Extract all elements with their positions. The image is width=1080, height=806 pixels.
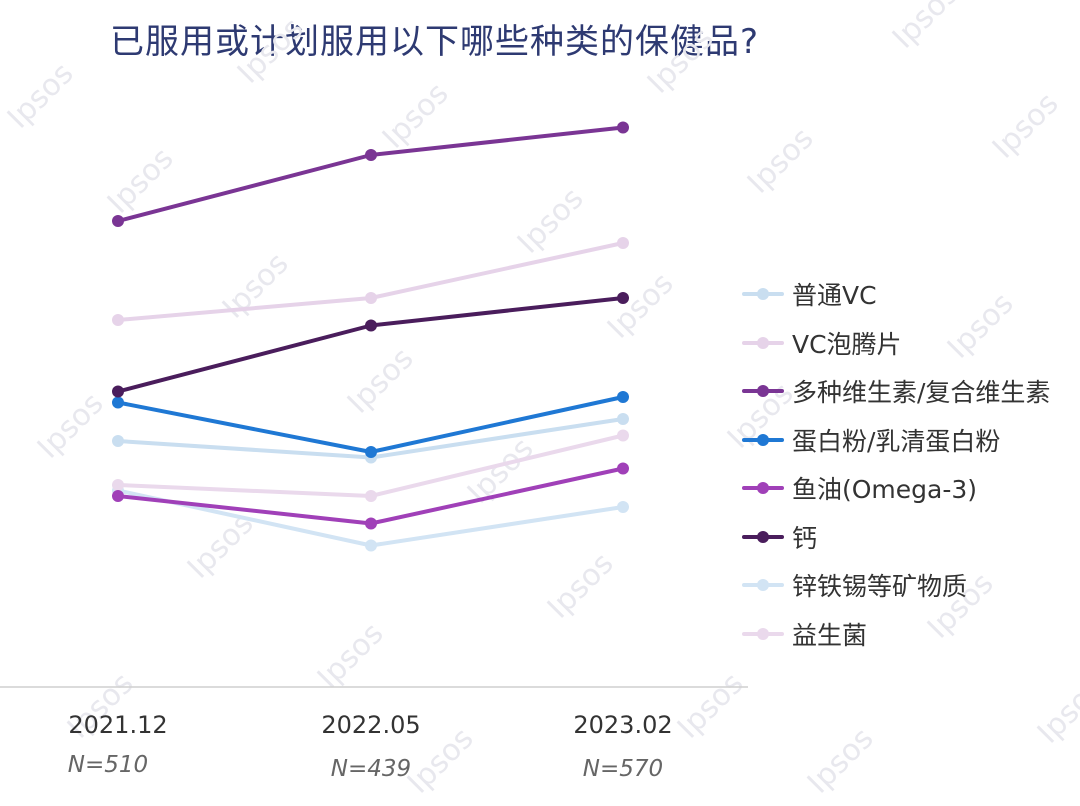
- data-point: [365, 149, 377, 161]
- legend-item: 鱼油(Omega-3): [742, 464, 1050, 513]
- data-point: [617, 292, 629, 304]
- data-point: [112, 396, 124, 409]
- legend-swatch: [742, 336, 784, 349]
- data-point: [365, 446, 377, 458]
- watermark-text: Ipsos: [376, 76, 456, 156]
- x-axis-labels: 2021.12 N=510 2022.05 N=439 2023.02 N=570: [68, 711, 673, 782]
- legend-swatch: [742, 579, 784, 592]
- watermark-text: Ipsos: [541, 546, 621, 626]
- series-3: [112, 391, 629, 458]
- series-4: [112, 462, 629, 530]
- legend-label: 钙: [792, 523, 818, 553]
- watermark-text: Ipsos: [986, 86, 1066, 166]
- data-point: [365, 490, 377, 502]
- legend-swatch: [742, 482, 784, 495]
- series-line: [116, 241, 625, 322]
- x-tick-label: 2022.05: [321, 711, 420, 739]
- legend-item: 普通VC: [742, 270, 1050, 319]
- legend-label: 益生菌: [792, 620, 868, 650]
- watermark-text: Ipsos: [671, 666, 751, 746]
- data-point: [365, 517, 377, 530]
- legend-label: 鱼油(Omega-3): [792, 475, 978, 505]
- watermark-text: Ipsos: [1031, 671, 1080, 751]
- data-point: [617, 429, 629, 442]
- series-5: [112, 292, 629, 398]
- data-point: [365, 319, 377, 332]
- data-point: [112, 490, 124, 502]
- series-7: [112, 429, 629, 502]
- chart-title: 已服用或计划服用以下哪些种类的保健品?: [110, 22, 760, 62]
- data-point: [112, 435, 124, 447]
- series-6: [112, 484, 629, 552]
- sample-size-label: N=510: [68, 752, 148, 778]
- legend-swatch: [742, 530, 784, 543]
- watermark-text: Ipsos: [741, 121, 821, 201]
- legend-swatch: [742, 385, 784, 398]
- data-point: [617, 413, 629, 425]
- legend-label: 蛋白粉/乳清蛋白粉: [792, 426, 1001, 456]
- x-tick-label: 2021.12: [68, 711, 167, 739]
- data-point: [617, 501, 629, 513]
- series-1: [112, 237, 629, 326]
- data-point: [112, 215, 124, 227]
- legend: 普通VC VC泡腾片多种维生素/复合维生素 蛋白粉/乳清蛋白粉 鱼油(Omega-3)…: [742, 270, 1050, 658]
- watermark-text: Ipsos: [511, 181, 591, 261]
- watermark-text: Ipsos: [216, 246, 296, 326]
- legend-item: VC泡腾片: [742, 319, 1050, 368]
- data-point: [112, 385, 124, 398]
- legend-swatch: [742, 627, 784, 640]
- data-point: [365, 292, 377, 304]
- watermark-text: Ipsos: [31, 386, 111, 466]
- data-point: [112, 314, 124, 326]
- data-point: [617, 391, 629, 403]
- legend-label: VC泡腾片: [792, 329, 902, 359]
- sample-size-label: N=570: [583, 756, 663, 782]
- x-tick-label: 2023.02: [573, 711, 672, 739]
- watermark-text: Ipsos: [601, 266, 681, 346]
- legend-item: 钙: [742, 513, 1050, 562]
- series-layer: [112, 121, 629, 552]
- legend-label: 普通VC: [792, 281, 877, 311]
- legend-swatch: [742, 433, 784, 446]
- watermark-text: Ipsos: [801, 721, 881, 801]
- data-point: [365, 539, 377, 552]
- watermark-text: Ipsos: [231, 11, 311, 91]
- data-point: [112, 479, 124, 491]
- data-point: [617, 121, 629, 134]
- legend-item: 蛋白粉/乳清蛋白粉: [742, 416, 1050, 465]
- legend-item: 益生菌: [742, 610, 1050, 659]
- watermark-text: Ipsos: [886, 0, 966, 56]
- watermark-text: Ipsos: [341, 341, 421, 421]
- series-2: [112, 121, 629, 227]
- legend-label: 多种维生素/复合维生素: [792, 378, 1051, 408]
- legend-label: 锌铁锡等矿物质: [792, 572, 968, 602]
- watermark-text: Ipsos: [641, 21, 721, 101]
- legend-item: 锌铁锡等矿物质: [742, 561, 1050, 610]
- sample-size-label: N=439: [331, 756, 411, 782]
- watermark-text: Ipsos: [311, 616, 391, 696]
- legend-swatch: [742, 288, 784, 301]
- legend-item: 多种维生素/复合维生素: [742, 367, 1050, 416]
- data-point: [617, 237, 629, 249]
- data-point: [617, 462, 629, 475]
- watermark-text: Ipsos: [1, 56, 81, 136]
